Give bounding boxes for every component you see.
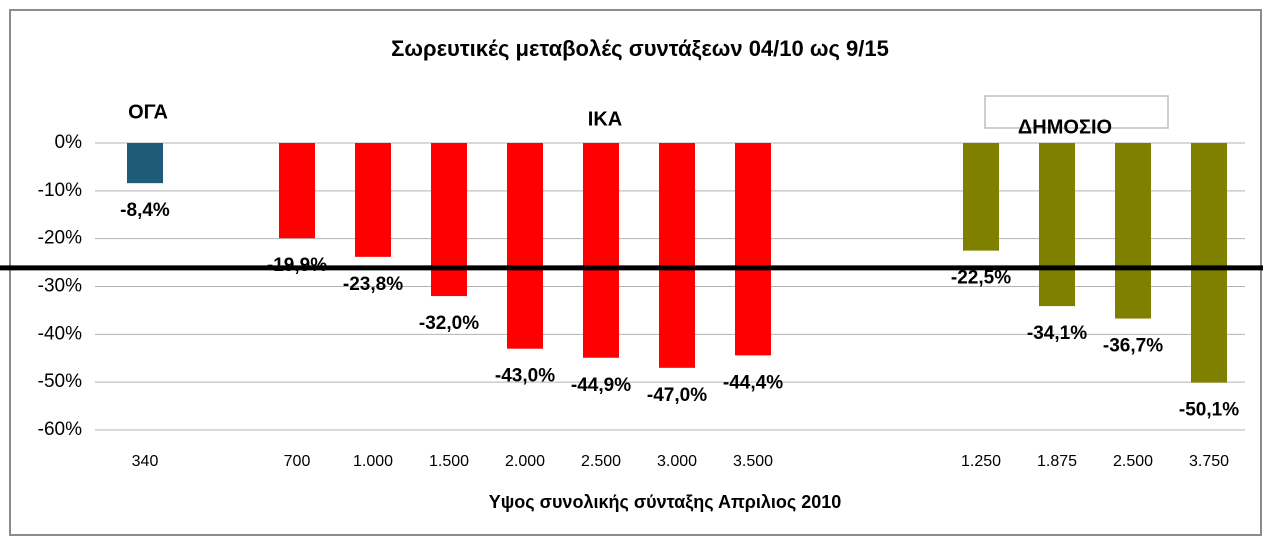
y-tick-label: -20%	[38, 228, 82, 249]
y-tick-label: -30%	[38, 276, 82, 297]
x-tick-label: 3.500	[733, 453, 773, 470]
group-label: ΟΓΑ	[128, 101, 168, 123]
x-tick-label: 1.250	[961, 453, 1001, 470]
y-tick-label: 0%	[55, 132, 83, 153]
value-label: -8,4%	[120, 200, 170, 221]
bar	[355, 143, 391, 257]
x-axis-title: Υψος συνολικής σύνταξης Απριλιος 2010	[489, 492, 842, 513]
value-label: -36,7%	[1103, 336, 1163, 357]
x-tick-label: 2.500	[581, 453, 621, 470]
chart-title: Σωρευτικές μεταβολές συντάξεων 04/10 ως …	[391, 36, 889, 61]
value-label: -23,8%	[343, 274, 403, 295]
y-tick-label: -50%	[38, 371, 82, 392]
bar	[279, 143, 315, 239]
y-tick-label: -40%	[38, 323, 82, 344]
value-label: -44,4%	[723, 372, 783, 393]
x-tick-label: 2.500	[1113, 453, 1153, 470]
bar	[127, 143, 163, 184]
bar	[431, 143, 467, 297]
x-tick-label: 700	[284, 453, 311, 470]
value-label: -47,0%	[647, 385, 707, 406]
x-tick-label: 1.000	[353, 453, 393, 470]
value-label: -43,0%	[495, 366, 555, 387]
bar	[1115, 143, 1151, 319]
bar	[735, 143, 771, 356]
bar	[963, 143, 999, 251]
group-label: ΔΗΜΟΣΙΟ	[1018, 116, 1112, 138]
value-label: -22,5%	[951, 268, 1011, 289]
x-tick-label: 1.500	[429, 453, 469, 470]
value-label: -34,1%	[1027, 323, 1087, 344]
x-tick-label: 3.750	[1189, 453, 1229, 470]
empty-box	[984, 95, 1169, 129]
y-tick-label: -60%	[38, 419, 82, 440]
x-tick-label: 340	[132, 453, 159, 470]
value-label: -44,9%	[571, 375, 631, 396]
group-label: ΙΚΑ	[588, 108, 622, 130]
bar	[1191, 143, 1227, 383]
bar	[583, 143, 619, 358]
y-tick-label: -10%	[38, 180, 82, 201]
value-label: -50,1%	[1179, 400, 1239, 421]
x-tick-label: 2.000	[505, 453, 545, 470]
bar	[1039, 143, 1075, 307]
bar	[659, 143, 695, 368]
bar	[507, 143, 543, 349]
x-tick-label: 3.000	[657, 453, 697, 470]
x-tick-label: 1.875	[1037, 453, 1077, 470]
value-label: -32,0%	[419, 313, 479, 334]
